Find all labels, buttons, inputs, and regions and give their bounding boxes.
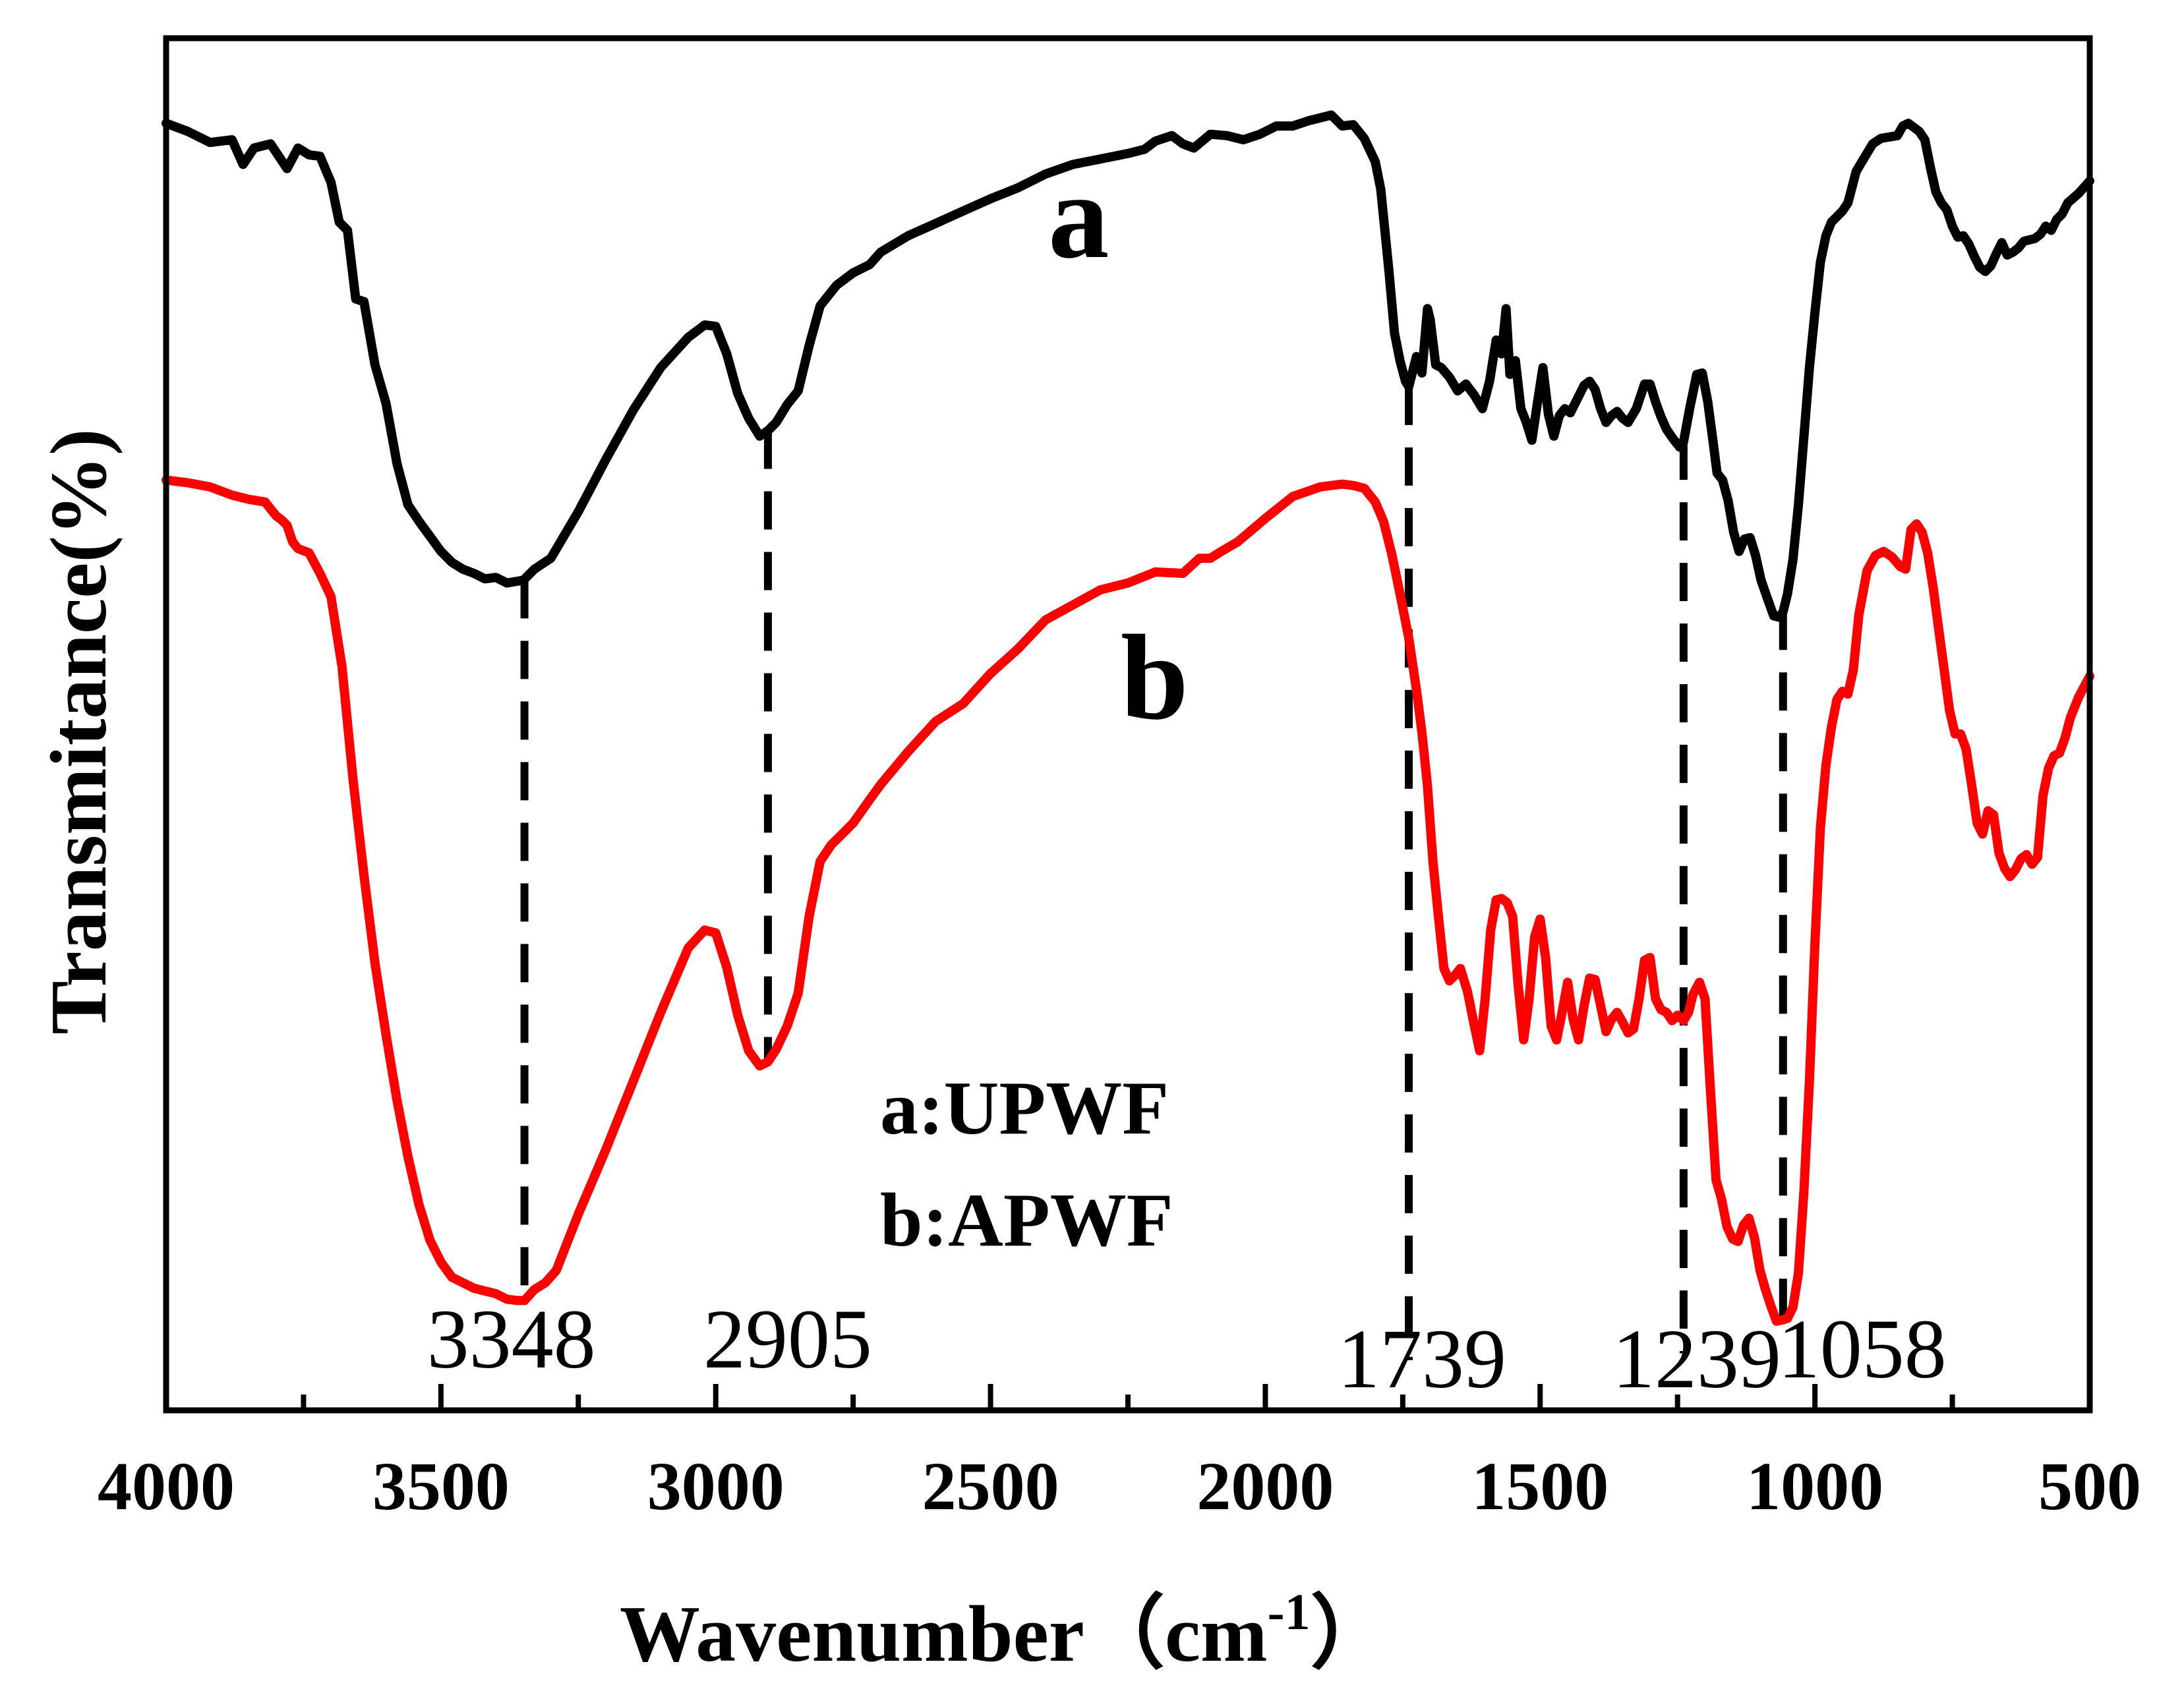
x-axis-title-close: ） bbox=[1311, 1590, 1391, 1679]
peak-label-2905: 2905 bbox=[703, 1292, 872, 1386]
spectra-curves bbox=[162, 110, 2094, 1326]
curve-label-b: b bbox=[1121, 610, 1189, 745]
x-tick-label-4000: 4000 bbox=[98, 1449, 235, 1524]
x-tick-label-3500: 3500 bbox=[372, 1449, 510, 1524]
peak-reference-lines bbox=[520, 386, 1787, 1360]
x-tick-label-3000: 3000 bbox=[647, 1449, 784, 1524]
chart-annotations: a b a:UPWF b:APWF bbox=[880, 149, 1189, 1263]
series-b-line bbox=[162, 475, 2094, 1326]
x-axis-title-superscript: -1 bbox=[1268, 1583, 1311, 1640]
peak-label-1058: 1058 bbox=[1778, 1302, 1947, 1396]
x-tick-label-1000: 1000 bbox=[1746, 1449, 1883, 1524]
peak-label-1739: 1739 bbox=[1338, 1312, 1506, 1406]
series-a-line bbox=[162, 110, 2094, 622]
peak-label-1239: 1239 bbox=[1612, 1312, 1781, 1406]
curve-label-a: a bbox=[1048, 149, 1109, 284]
x-axis-tick-labels: 4000 3500 3000 2500 2000 1500 1000 500 bbox=[98, 1449, 2141, 1524]
x-tick-label-500: 500 bbox=[2038, 1449, 2141, 1524]
x-axis-ticks bbox=[163, 1384, 2092, 1410]
x-axis-title-main: Wavenumber（cm bbox=[620, 1590, 1268, 1679]
y-axis-title: Transmitance(%) bbox=[34, 428, 123, 1034]
legend-entry-upwf: a:UPWF bbox=[880, 1066, 1169, 1151]
legend-entry-apwf: b:APWF bbox=[880, 1178, 1173, 1263]
x-axis-title: Wavenumber（cm-1） bbox=[620, 1583, 1391, 1679]
x-tick-label-2000: 2000 bbox=[1196, 1449, 1334, 1524]
peak-label-3348: 3348 bbox=[427, 1292, 596, 1386]
x-tick-label-2500: 2500 bbox=[922, 1449, 1059, 1524]
x-tick-label-1500: 1500 bbox=[1471, 1449, 1608, 1524]
